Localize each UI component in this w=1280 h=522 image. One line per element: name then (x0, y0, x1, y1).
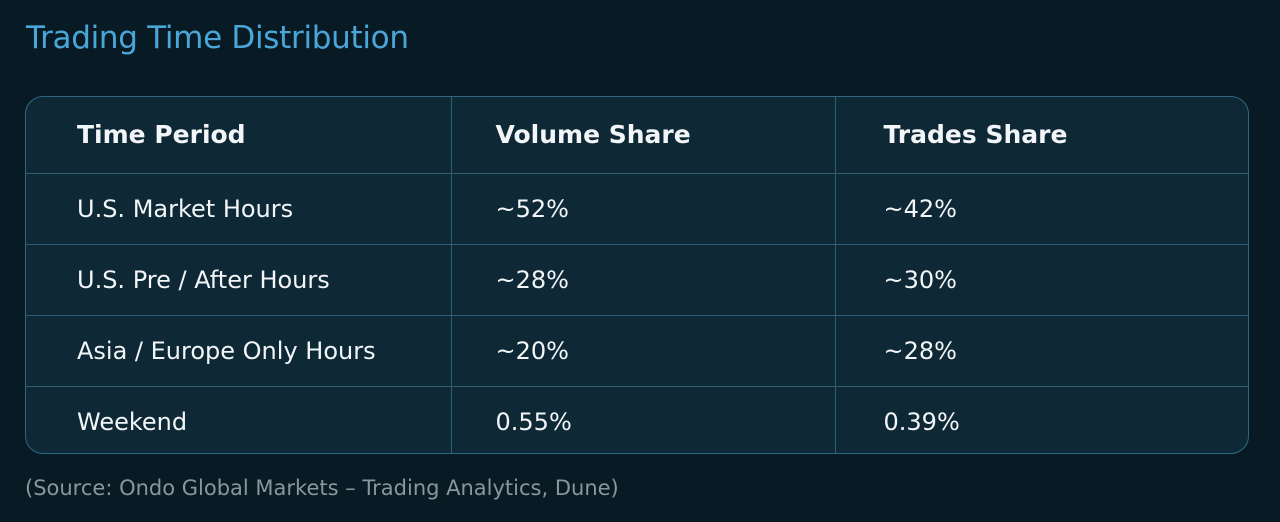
volume-share-cell: ~20% (451, 315, 836, 387)
distribution-table: Time Period Volume Share Trades Share U.… (26, 97, 1248, 453)
time-period-cell: Asia / Europe Only Hours (26, 315, 452, 387)
trades-share-cell: ~30% (835, 244, 1248, 316)
column-header-time-period: Time Period (26, 97, 452, 174)
table-row: Asia / Europe Only Hours ~20% ~28% (26, 315, 1248, 387)
time-period-cell: Weekend (26, 386, 452, 453)
time-period-cell: U.S. Pre / After Hours (26, 244, 452, 316)
table-row: Weekend 0.55% 0.39% (26, 386, 1248, 453)
volume-share-cell: ~52% (451, 173, 836, 245)
table-header-row: Time Period Volume Share Trades Share (26, 97, 1248, 174)
time-period-cell: U.S. Market Hours (26, 173, 452, 245)
distribution-table-container: Time Period Volume Share Trades Share U.… (25, 96, 1249, 454)
table-row: U.S. Pre / After Hours ~28% ~30% (26, 244, 1248, 316)
trades-share-cell: 0.39% (883, 407, 960, 436)
column-header-volume-share: Volume Share (451, 97, 836, 174)
trades-share-cell: ~28% (835, 315, 1248, 387)
volume-share-cell: ~28% (451, 244, 836, 316)
trades-share-cell: ~42% (835, 173, 1248, 245)
source-note: (Source: Ondo Global Markets – Trading A… (25, 476, 619, 500)
column-header-trades-share: Trades Share (835, 97, 1248, 174)
table-row: U.S. Market Hours ~52% ~42% (26, 173, 1248, 245)
page-title: Trading Time Distribution (26, 20, 409, 56)
volume-share-cell: 0.55% (451, 386, 836, 453)
